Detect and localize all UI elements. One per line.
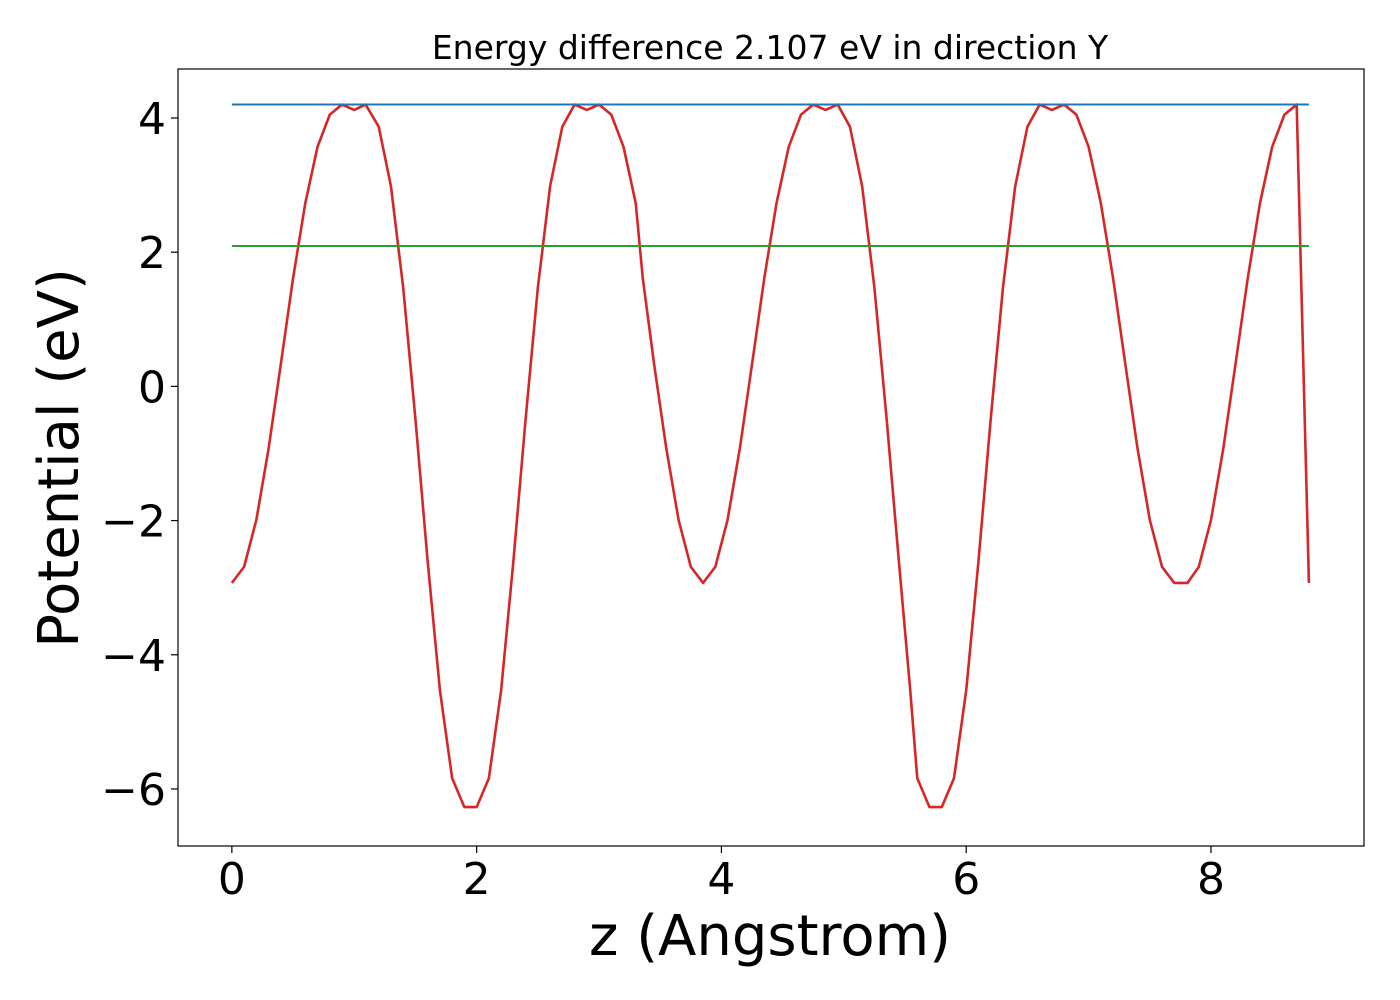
y-tick-label: 0: [138, 362, 166, 413]
y-axis: −6 −4 −2 0 2 4: [101, 94, 178, 816]
x-tick-label: 8: [1197, 854, 1225, 905]
y-tick-label: 4: [138, 94, 166, 145]
plot-frame: [177, 68, 1365, 847]
y-axis-title: Potential (eV): [27, 268, 92, 648]
chart-title: Energy difference 2.107 eV in direction …: [432, 28, 1109, 67]
x-tick-label: 2: [463, 854, 491, 905]
y-tick-label: −2: [101, 497, 166, 548]
x-tick-label: 0: [218, 854, 246, 905]
x-tick-label: 4: [707, 854, 735, 905]
x-axis: 0 2 4 6 8: [218, 846, 1225, 905]
y-tick-label: −4: [101, 631, 166, 682]
plot-area: [177, 68, 1365, 847]
series-line-1: [230, 103, 1311, 809]
x-tick-label: 6: [952, 854, 980, 905]
x-axis-title: z (Angstrom): [589, 904, 951, 969]
y-tick-label: −6: [101, 765, 166, 816]
series-layer: [230, 103, 1311, 809]
y-tick-label: 2: [138, 228, 166, 279]
